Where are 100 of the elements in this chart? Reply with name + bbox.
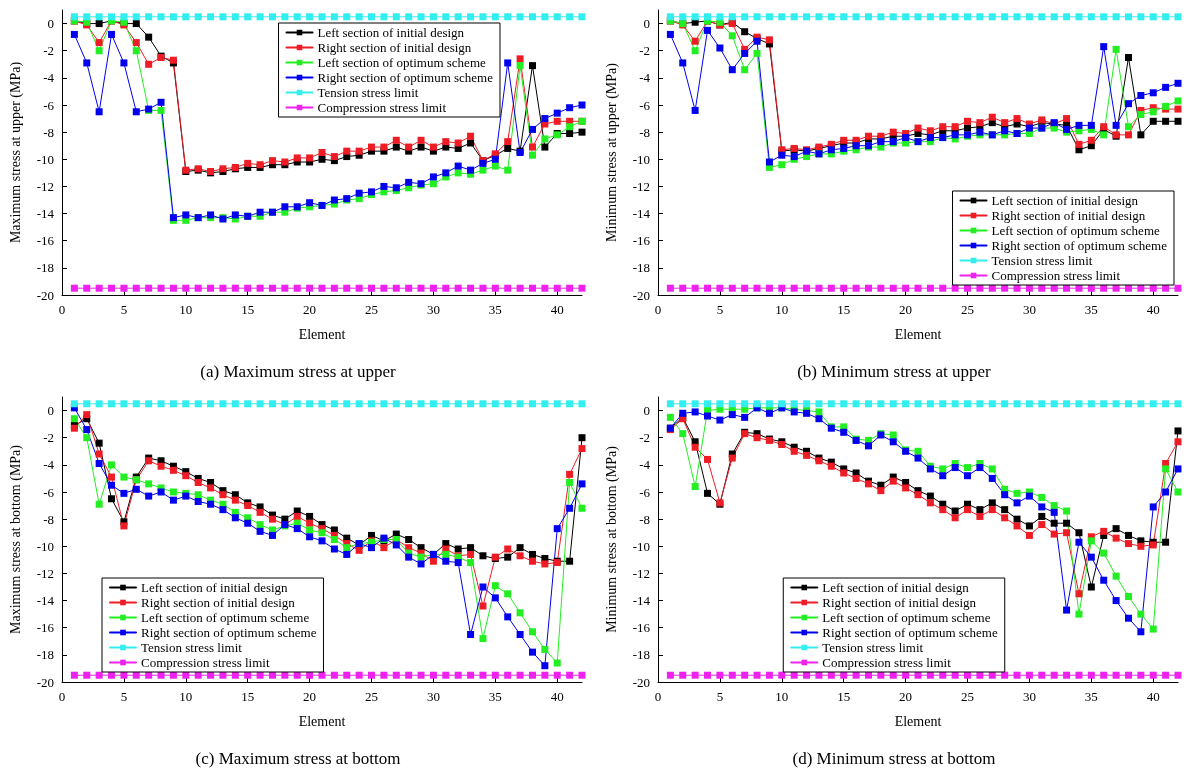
- legend-label: Compression stress limit: [141, 655, 270, 670]
- x-tick-label: 10: [775, 302, 789, 317]
- y-tick-label: -8: [43, 124, 54, 140]
- y-tick-label: -18: [36, 260, 54, 276]
- x-tick-label: 20: [303, 689, 317, 704]
- y-tick-label: -2: [639, 43, 650, 59]
- y-tick-label: -8: [639, 511, 650, 527]
- y-tick-label: -12: [632, 565, 650, 581]
- y-tick-label: -8: [43, 511, 54, 527]
- legend-label: Right section of initial design: [317, 40, 472, 55]
- x-tick-label: 15: [837, 689, 851, 704]
- x-tick-label: 40: [1146, 302, 1160, 317]
- x-tick-label: 0: [654, 302, 662, 317]
- legend-label: Compression stress limit: [991, 268, 1121, 283]
- y-tick-label: -4: [639, 457, 651, 473]
- y-tick-label: 0: [643, 403, 650, 419]
- x-tick-label: 30: [426, 689, 440, 704]
- x-tick-label: 35: [1084, 689, 1098, 704]
- x-tick-label: 5: [716, 302, 724, 317]
- y-tick-label: -18: [632, 647, 650, 663]
- x-tick-label: 5: [120, 689, 128, 704]
- y-tick-label: -20: [36, 674, 54, 690]
- y-axis-title: Maximum stress at upper (MPa): [7, 61, 24, 244]
- x-tick-label: 30: [426, 302, 440, 317]
- y-tick-label: -10: [632, 151, 650, 167]
- x-tick-label: 20: [899, 302, 913, 317]
- y-tick-label: -8: [639, 124, 650, 140]
- legend-label: Right section of initial design: [822, 595, 977, 610]
- legend-label: Right section of optimum scheme: [822, 625, 998, 640]
- x-tick-label: 35: [488, 689, 502, 704]
- y-tick-label: -20: [632, 674, 650, 690]
- y-tick-label: -14: [632, 593, 651, 609]
- x-tick-label: 20: [303, 302, 317, 317]
- legend-label: Right section of optimum scheme: [991, 238, 1168, 253]
- text: (b) Minimum stress at upper: [797, 362, 992, 381]
- y-tick-label: -12: [36, 178, 54, 194]
- x-tick-label: 15: [837, 302, 851, 317]
- x-axis-title: Element: [298, 326, 346, 342]
- y-axis-title: Minimum stress at bottom (MPa): [603, 445, 620, 633]
- legend-label: Right section of initial design: [141, 595, 296, 610]
- y-tick-label: 0: [643, 16, 650, 32]
- y-tick-label: -2: [43, 43, 54, 59]
- y-tick-label: -12: [36, 565, 54, 581]
- x-tick-label: 15: [241, 689, 255, 704]
- y-axis-title: Maximum stress at bottom (MPa): [7, 444, 24, 634]
- y-tick-label: -6: [639, 484, 651, 500]
- x-tick-label: 20: [899, 689, 913, 704]
- y-tick-label: -10: [632, 538, 650, 554]
- x-tick-label: 40: [550, 302, 564, 317]
- x-tick-label: 40: [550, 689, 564, 704]
- y-tick-label: -14: [36, 593, 55, 609]
- y-tick-label: -10: [36, 538, 54, 554]
- y-tick-label: 0: [47, 16, 54, 32]
- legend-label: Compression stress limit: [822, 655, 952, 670]
- x-tick-label: 30: [1022, 302, 1036, 317]
- x-axis-title: Element: [298, 713, 346, 729]
- legend-label: Left section of initial design: [317, 25, 465, 40]
- legend-label: Left section of initial design: [822, 580, 970, 595]
- legend-label: Left section of initial design: [141, 580, 289, 595]
- y-tick-label: -20: [36, 287, 54, 303]
- text: (a) Maximum stress at upper: [200, 362, 397, 381]
- y-tick-label: -18: [632, 260, 650, 276]
- legend-label: Tension stress limit: [822, 640, 924, 655]
- y-tick-label: -6: [43, 484, 55, 500]
- x-tick-label: 0: [58, 689, 66, 704]
- legend-label: Left section of optimum scheme: [822, 610, 991, 625]
- legend-label: Tension stress limit: [991, 253, 1093, 268]
- y-tick-label: -2: [43, 430, 54, 446]
- legend-label: Left section of optimum scheme: [141, 610, 310, 625]
- y-tick-label: -20: [632, 287, 650, 303]
- y-tick-label: -12: [632, 178, 650, 194]
- legend-label: Tension stress limit: [141, 640, 243, 655]
- legend-label: Left section of optimum scheme: [317, 55, 486, 70]
- x-tick-label: 40: [1146, 689, 1160, 704]
- legend-label: Compression stress limit: [317, 100, 447, 115]
- x-tick-label: 25: [365, 302, 379, 317]
- x-tick-label: 30: [1022, 689, 1036, 704]
- y-tick-label: 0: [47, 403, 54, 419]
- y-tick-label: -16: [632, 620, 651, 636]
- x-tick-label: 15: [241, 302, 255, 317]
- y-tick-label: -2: [639, 430, 650, 446]
- x-tick-label: 25: [365, 689, 379, 704]
- x-tick-label: 35: [1084, 302, 1098, 317]
- legend-label: Right section of optimum scheme: [141, 625, 317, 640]
- legend-label: Left section of optimum scheme: [991, 223, 1160, 238]
- y-tick-label: -4: [43, 457, 55, 473]
- y-tick-label: -10: [36, 151, 54, 167]
- x-tick-label: 25: [961, 689, 975, 704]
- legend-label: Left section of initial design: [991, 193, 1139, 208]
- x-tick-label: 5: [716, 689, 724, 704]
- y-tick-label: -6: [639, 97, 651, 113]
- x-axis-title: Element: [894, 713, 942, 729]
- y-tick-label: -4: [43, 70, 55, 86]
- x-tick-label: 10: [179, 689, 193, 704]
- text: (c) Maximum stress at bottom: [195, 749, 401, 768]
- legend-label: Tension stress limit: [317, 85, 419, 100]
- y-tick-label: -4: [639, 70, 651, 86]
- y-tick-label: -6: [43, 97, 55, 113]
- x-tick-label: 0: [58, 302, 66, 317]
- y-tick-label: -16: [632, 233, 651, 249]
